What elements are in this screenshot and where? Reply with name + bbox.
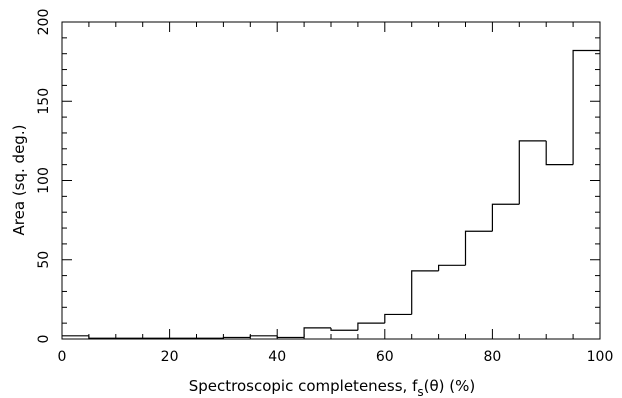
x-tick-label: 20 [161,349,179,365]
histogram-steps [62,49,600,339]
x-tick-label: 80 [483,349,501,365]
y-axis-label: Area (sq. deg.) [10,125,28,236]
x-tick-label: 100 [587,349,614,365]
histogram-bin [88,335,116,339]
x-tick-label: 40 [268,349,286,365]
histogram-bin [572,49,600,165]
x-axis-label: Spectroscopic completeness, fs(θ) (%) [189,377,475,398]
y-tick-label: 200 [36,9,52,36]
histogram-bin [411,270,439,315]
histogram-bin [330,327,358,331]
histogram-bin [438,264,466,271]
histogram-bin [518,140,547,205]
y-tick-label: 50 [36,251,52,269]
y-tick-label: 0 [36,335,52,344]
histogram-bin [384,313,412,324]
x-tick-label: 0 [58,349,67,365]
tick-labels: 0 20 40 60 80 100 0 50 100 150 200 [36,9,613,365]
histogram-bin [276,335,305,339]
histogram-bin [303,327,331,338]
histogram-bin [545,140,574,166]
histogram-bin [222,336,251,339]
x-tick-label: 60 [376,349,394,365]
histogram-bin [357,322,385,331]
plot-frame [61,21,601,340]
histogram-bin [464,230,493,266]
histogram-bin [249,335,278,338]
histogram-bin [491,203,520,232]
y-tick-label: 150 [36,88,52,115]
y-tick-label: 100 [36,167,52,194]
